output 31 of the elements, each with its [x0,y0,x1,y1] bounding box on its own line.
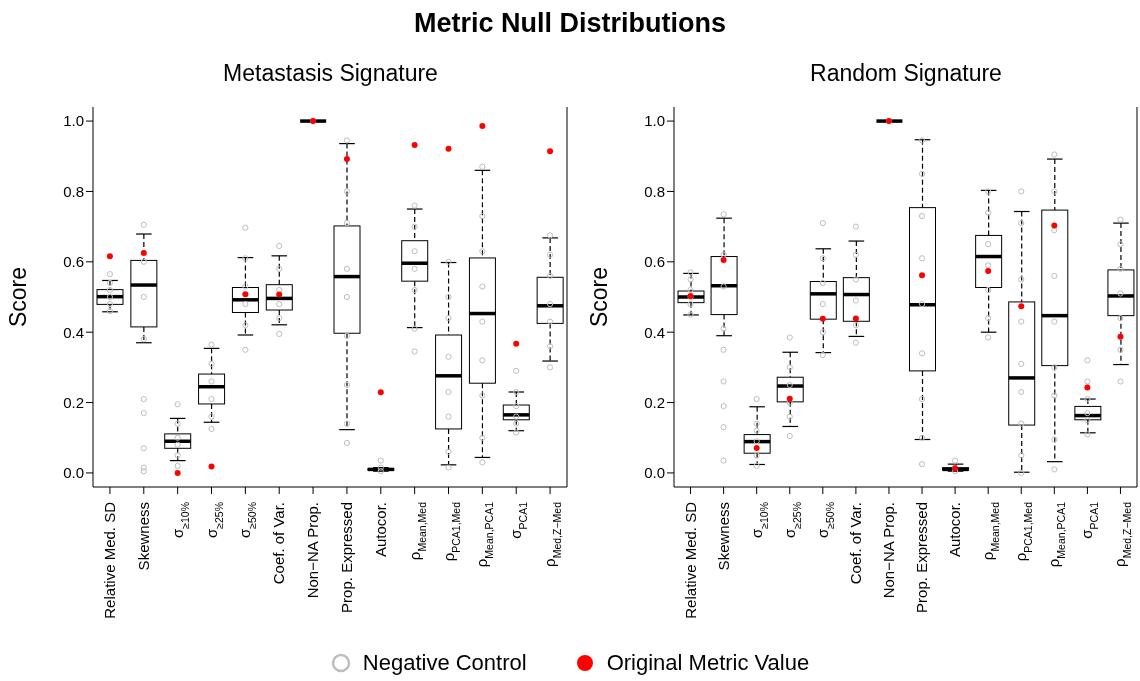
x-tick-label: Relative Med. SD [681,501,699,619]
legend-label: Negative Control [362,650,527,676]
x-tick-label: Coef. of Var. [270,502,288,585]
y-tick-label: 1.0 [644,112,665,130]
x-tick-label: Autocor. [371,502,389,558]
chart-subtitle: Metastasis Signature [222,60,439,87]
x-tick-label: Relative Med. SD [100,501,118,619]
y-tick-label: 0.4 [644,323,665,341]
y-tick-label: 0.2 [644,393,665,411]
x-tick-label: Prop. Expressed [913,502,931,613]
y-axis-title: Score [5,266,32,328]
y-tick-label: 1.0 [63,112,84,130]
y-tick-label: 0.6 [63,253,84,271]
y-tick-label: 0.0 [63,464,84,482]
chart-title: Metric Null Distributions [413,8,727,39]
y-tick-label: 0.4 [63,323,84,341]
x-tick-label: Skewness [134,502,152,571]
x-tick-label: Non−NA Prop. [304,502,322,599]
y-tick-label: 0.2 [63,393,84,411]
x-tick-label: Non−NA Prop. [879,502,897,599]
x-tick-label: Coef. of Var. [846,502,864,585]
legend-label: Original Metric Value [606,650,810,676]
y-tick-label: 0.6 [644,253,665,271]
y-tick-label: 0.8 [644,182,665,200]
x-tick-label: Autocor. [946,502,964,558]
chart-subtitle: Random Signature [809,60,1003,87]
y-tick-label: 0.8 [63,182,84,200]
y-tick-label: 0.0 [644,464,665,482]
y-axis-title: Score [586,266,613,328]
x-tick-label: Skewness [714,502,732,571]
x-tick-label: Prop. Expressed [337,502,355,613]
